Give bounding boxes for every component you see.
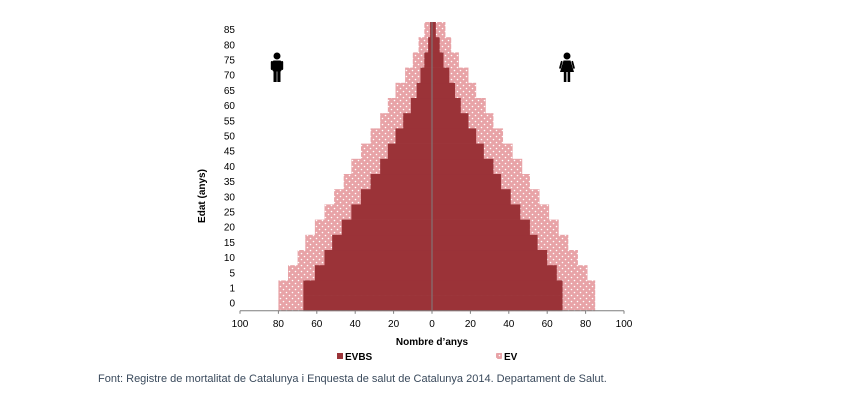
x-tick-label-9: 80	[580, 319, 592, 330]
source-note: Font: Registre de mortalitat de Cataluny…	[98, 373, 607, 385]
x-tick-label-3: 40	[350, 319, 362, 330]
y-tick-label-40: 40	[224, 162, 236, 173]
evbs-bar-women-1	[432, 280, 563, 296]
evbs-bar-men-50	[395, 128, 432, 144]
evbs-bar-women-70	[432, 67, 450, 84]
evbs-bar-women-65	[432, 82, 456, 99]
y-axis-title: Edat (anys)	[197, 169, 208, 223]
evbs-series-layer	[303, 22, 563, 312]
y-tick-label-0: 0	[229, 299, 235, 310]
y-tick-label-35: 35	[224, 177, 236, 188]
evbs-bar-women-55	[432, 113, 469, 129]
evbs-bar-men-40	[380, 158, 432, 175]
ev-bar-men-85	[424, 22, 432, 38]
x-tick-label-4: 20	[388, 319, 400, 330]
x-tick-label-0: 100	[232, 319, 249, 330]
y-tick-label-55: 55	[224, 116, 236, 127]
evbs-bar-men-80	[428, 37, 432, 53]
evbs-bar-men-45	[387, 143, 432, 160]
x-tick-label-8: 60	[542, 319, 554, 330]
y-tick-label-45: 45	[224, 147, 236, 158]
x-tick-label-1: 80	[273, 319, 285, 330]
evbs-bar-women-30	[432, 189, 511, 205]
x-tick-label-2: 60	[311, 319, 323, 330]
y-tick-label-75: 75	[224, 56, 236, 67]
x-axis-title: Nombre d’anys	[396, 337, 469, 348]
evbs-bar-men-30	[360, 189, 432, 205]
y-tick-label-15: 15	[224, 238, 236, 249]
evbs-bar-women-50	[432, 128, 477, 144]
x-tick-label-7: 40	[503, 319, 515, 330]
y-tick-label-65: 65	[224, 86, 236, 97]
y-tick-label-25: 25	[224, 208, 236, 219]
y-tick-label-1: 1	[229, 284, 235, 295]
y-tick-label-85: 85	[224, 25, 236, 36]
evbs-bar-women-40	[432, 158, 494, 175]
legend-label-evbs: EVBS	[345, 352, 373, 363]
evbs-bar-women-10	[432, 250, 548, 266]
evbs-bar-men-55	[403, 113, 432, 129]
y-tick-label-30: 30	[224, 192, 236, 203]
y-tick-label-5: 5	[229, 268, 235, 279]
evbs-bar-men-20	[341, 219, 432, 236]
evbs-bar-men-15	[332, 234, 432, 251]
chart-legend: EVBS EV	[337, 352, 518, 363]
x-tick-label-6: 20	[465, 319, 477, 330]
evbs-bar-women-60	[432, 98, 461, 114]
y-tick-label-50: 50	[224, 132, 236, 143]
x-tick-label-10: 100	[616, 319, 633, 330]
evbs-bar-women-85	[432, 22, 436, 38]
male-figure-icon	[270, 52, 284, 82]
evbs-bar-men-65	[416, 82, 432, 99]
y-tick-label-80: 80	[224, 40, 236, 51]
evbs-bar-women-75	[432, 52, 444, 68]
evbs-bar-men-0	[303, 295, 432, 312]
evbs-bar-women-15	[432, 234, 538, 251]
evbs-bar-men-85	[430, 22, 432, 38]
x-tick-label-5: 0	[429, 319, 435, 330]
x-axis-ticks: 100 80 60 40 20 0 20 40 60 80 100	[232, 310, 633, 330]
evbs-bar-men-60	[410, 98, 432, 114]
evbs-bar-men-10	[324, 250, 432, 266]
evbs-bar-women-20	[432, 219, 530, 236]
evbs-bar-women-5	[432, 265, 557, 281]
evbs-bar-women-80	[432, 37, 440, 53]
evbs-bar-men-75	[424, 52, 432, 68]
evbs-bar-men-35	[370, 174, 432, 190]
evbs-bar-women-0	[432, 295, 563, 312]
y-tick-label-20: 20	[224, 223, 236, 234]
evbs-bar-women-45	[432, 143, 484, 160]
evbs-bar-women-25	[432, 204, 521, 220]
evbs-bar-men-25	[351, 204, 432, 220]
legend-swatch-ev	[496, 353, 502, 359]
legend-swatch-evbs	[337, 353, 343, 359]
legend-label-ev: EV	[504, 352, 518, 363]
y-tick-label-60: 60	[224, 101, 236, 112]
evbs-bar-men-70	[420, 67, 432, 84]
y-tick-label-70: 70	[224, 71, 236, 82]
evbs-bar-women-35	[432, 174, 502, 190]
y-tick-label-10: 10	[224, 253, 236, 264]
evbs-bar-men-1	[303, 280, 432, 296]
female-figure-icon	[559, 52, 575, 82]
evbs-bar-men-5	[314, 265, 432, 281]
